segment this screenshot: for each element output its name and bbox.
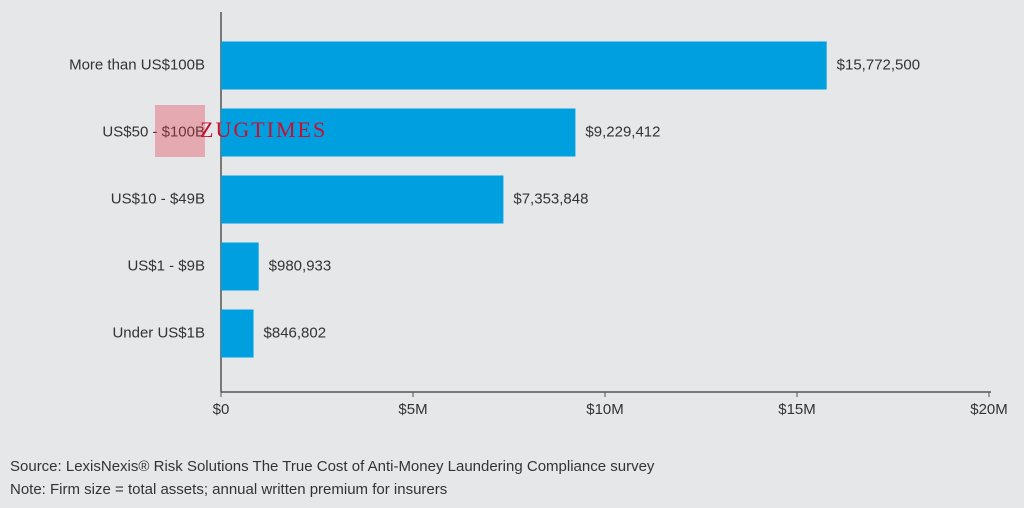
- watermark-logo: [155, 105, 205, 157]
- y-tick-label: US$50 - $100B: [102, 123, 205, 140]
- value-label: $15,772,500: [837, 56, 920, 73]
- x-tick-label: $0: [213, 401, 230, 418]
- x-tick-label: $15M: [778, 401, 816, 418]
- y-tick-label: US$1 - $9B: [127, 257, 205, 274]
- watermark: ZUGTIMES: [200, 117, 327, 142]
- value-label: $846,802: [264, 324, 327, 341]
- value-label: $7,353,848: [513, 190, 588, 207]
- y-tick-label: More than US$100B: [69, 56, 205, 73]
- x-tick-label: $20M: [970, 401, 1008, 418]
- bar: [221, 175, 504, 224]
- note: Note: Firm size = total assets; annual w…: [10, 481, 447, 498]
- bar: [221, 41, 827, 90]
- source-note: Source: LexisNexis® Risk Solutions The T…: [10, 458, 655, 475]
- bar: [221, 108, 576, 157]
- value-label: $980,933: [269, 257, 332, 274]
- bar: [221, 242, 259, 291]
- value-label: $9,229,412: [585, 123, 660, 140]
- x-tick-label: $5M: [398, 401, 427, 418]
- y-tick-label: Under US$1B: [112, 324, 205, 341]
- y-tick-label: US$10 - $49B: [111, 190, 205, 207]
- bar: [221, 309, 254, 358]
- x-tick-label: $10M: [586, 401, 624, 418]
